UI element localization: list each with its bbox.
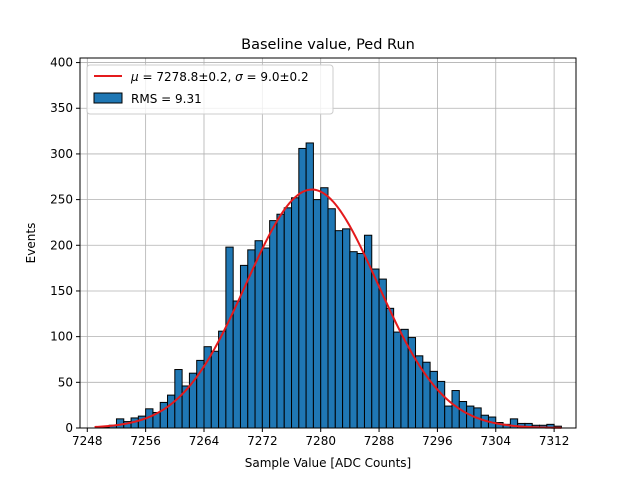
x-axis-label: Sample Value [ADC Counts] xyxy=(245,456,411,470)
x-tick-label: 7272 xyxy=(247,434,278,448)
x-tick-label: 7288 xyxy=(364,434,395,448)
x-tick-label: 7256 xyxy=(130,434,161,448)
histogram-bar xyxy=(342,228,351,429)
histogram-bar xyxy=(276,213,285,429)
legend-fit-sigma-value: = 9.0±0.2 xyxy=(243,70,309,84)
histogram-bar xyxy=(167,394,176,429)
y-axis-ticks: 0 50 100 150 200 250 300 350 400 xyxy=(50,56,80,435)
histogram-bar xyxy=(261,247,271,429)
histogram-bar xyxy=(320,187,329,429)
y-tick-label: 0 xyxy=(65,421,73,435)
legend: μ = 7278.8±0.2, σ = 9.0±0.2 RMS = 9.31 xyxy=(86,64,334,115)
histogram-bar xyxy=(458,401,468,429)
histogram-bar xyxy=(385,307,395,429)
histogram-bar xyxy=(334,230,344,429)
y-tick-label: 250 xyxy=(50,193,73,207)
legend-histogram-swatch xyxy=(93,92,123,104)
x-axis-ticks: 7248 7256 7264 7272 7280 7288 7296 7304 7312 xyxy=(72,428,569,448)
legend-fit-label: μ = 7278.8±0.2, σ = 9.0±0.2 xyxy=(130,70,309,84)
y-tick-label: 50 xyxy=(58,375,73,389)
legend-fit-mu-value: = 7278.8±0.2, xyxy=(139,70,235,84)
histogram-bar xyxy=(218,330,227,429)
x-tick-label: 7264 xyxy=(189,434,220,448)
y-tick-label: 150 xyxy=(50,284,73,298)
legend-fit-mu-symbol: μ xyxy=(130,70,139,84)
y-tick-label: 100 xyxy=(50,330,73,344)
histogram-bar xyxy=(349,251,358,429)
histogram-bar xyxy=(407,337,417,429)
histogram-bar xyxy=(312,199,322,429)
histogram-bar xyxy=(436,380,446,429)
histogram-bar xyxy=(225,246,234,429)
histogram-bar xyxy=(356,253,365,429)
legend-histogram-label: RMS = 9.31 xyxy=(131,92,202,106)
y-tick-label: 300 xyxy=(50,147,73,161)
histogram-bar xyxy=(269,220,278,429)
x-tick-label: 7304 xyxy=(480,434,511,448)
histogram-bar xyxy=(429,370,438,429)
x-tick-label: 7312 xyxy=(539,434,570,448)
histogram-bar xyxy=(232,300,241,429)
histogram-bar xyxy=(444,405,453,429)
x-tick-label: 7280 xyxy=(305,434,336,448)
histogram-bar xyxy=(159,401,169,429)
histogram-bar xyxy=(210,350,220,429)
legend-fit-sigma-symbol: σ xyxy=(235,70,243,84)
histogram-bar xyxy=(291,197,300,429)
y-tick-label: 350 xyxy=(50,101,73,115)
histogram-bar xyxy=(305,142,314,429)
histogram-bar xyxy=(327,208,336,429)
histogram-bar xyxy=(451,390,460,429)
legend-box xyxy=(86,64,334,115)
chart-title: Baseline value, Ped Run xyxy=(241,37,415,53)
x-tick-label: 7248 xyxy=(72,434,103,448)
histogram-bar xyxy=(371,268,380,429)
y-tick-label: 200 xyxy=(50,238,73,252)
plot-frame xyxy=(79,57,577,429)
gaussian-fit-curve xyxy=(94,188,562,429)
histogram-bar xyxy=(254,240,263,429)
x-tick-label: 7296 xyxy=(422,434,453,448)
y-axis-label: Events xyxy=(24,223,38,264)
histogram-bar xyxy=(393,331,402,429)
y-tick-label: 400 xyxy=(50,56,73,70)
histogram-bar xyxy=(283,207,293,429)
